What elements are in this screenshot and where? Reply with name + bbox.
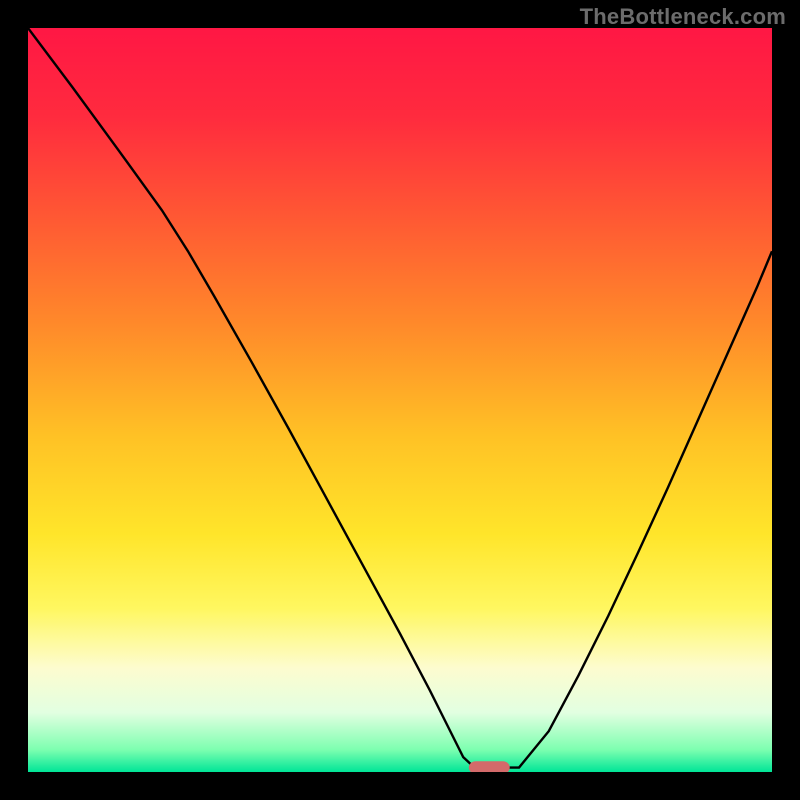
chart-frame: TheBottleneck.com — [0, 0, 800, 800]
bottleneck-marker — [469, 761, 510, 772]
bottleneck-chart — [28, 28, 772, 772]
watermark-label: TheBottleneck.com — [580, 4, 786, 30]
gradient-background — [28, 28, 772, 772]
